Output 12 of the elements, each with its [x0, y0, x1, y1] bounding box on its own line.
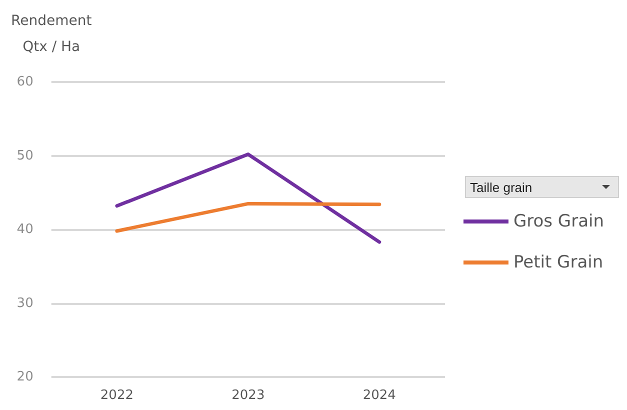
y-tick-label: 40: [16, 222, 34, 237]
y-tick-label: 50: [16, 148, 34, 164]
legend-label: Gros Grain: [513, 212, 604, 232]
legend-label: Petit Grain: [513, 252, 604, 272]
y-tick-label: 20: [16, 370, 34, 384]
x-tick-label: 2023: [232, 388, 265, 403]
legend-title: Taille grain: [470, 180, 532, 194]
y-axis-title: Rendement Qtx / Ha: [11, 13, 92, 55]
x-tick-label: 2022: [100, 388, 134, 403]
y-tick-label: 30: [16, 296, 34, 311]
x-tick-label: 2024: [362, 388, 396, 403]
y-tick-label: 60: [16, 74, 34, 90]
